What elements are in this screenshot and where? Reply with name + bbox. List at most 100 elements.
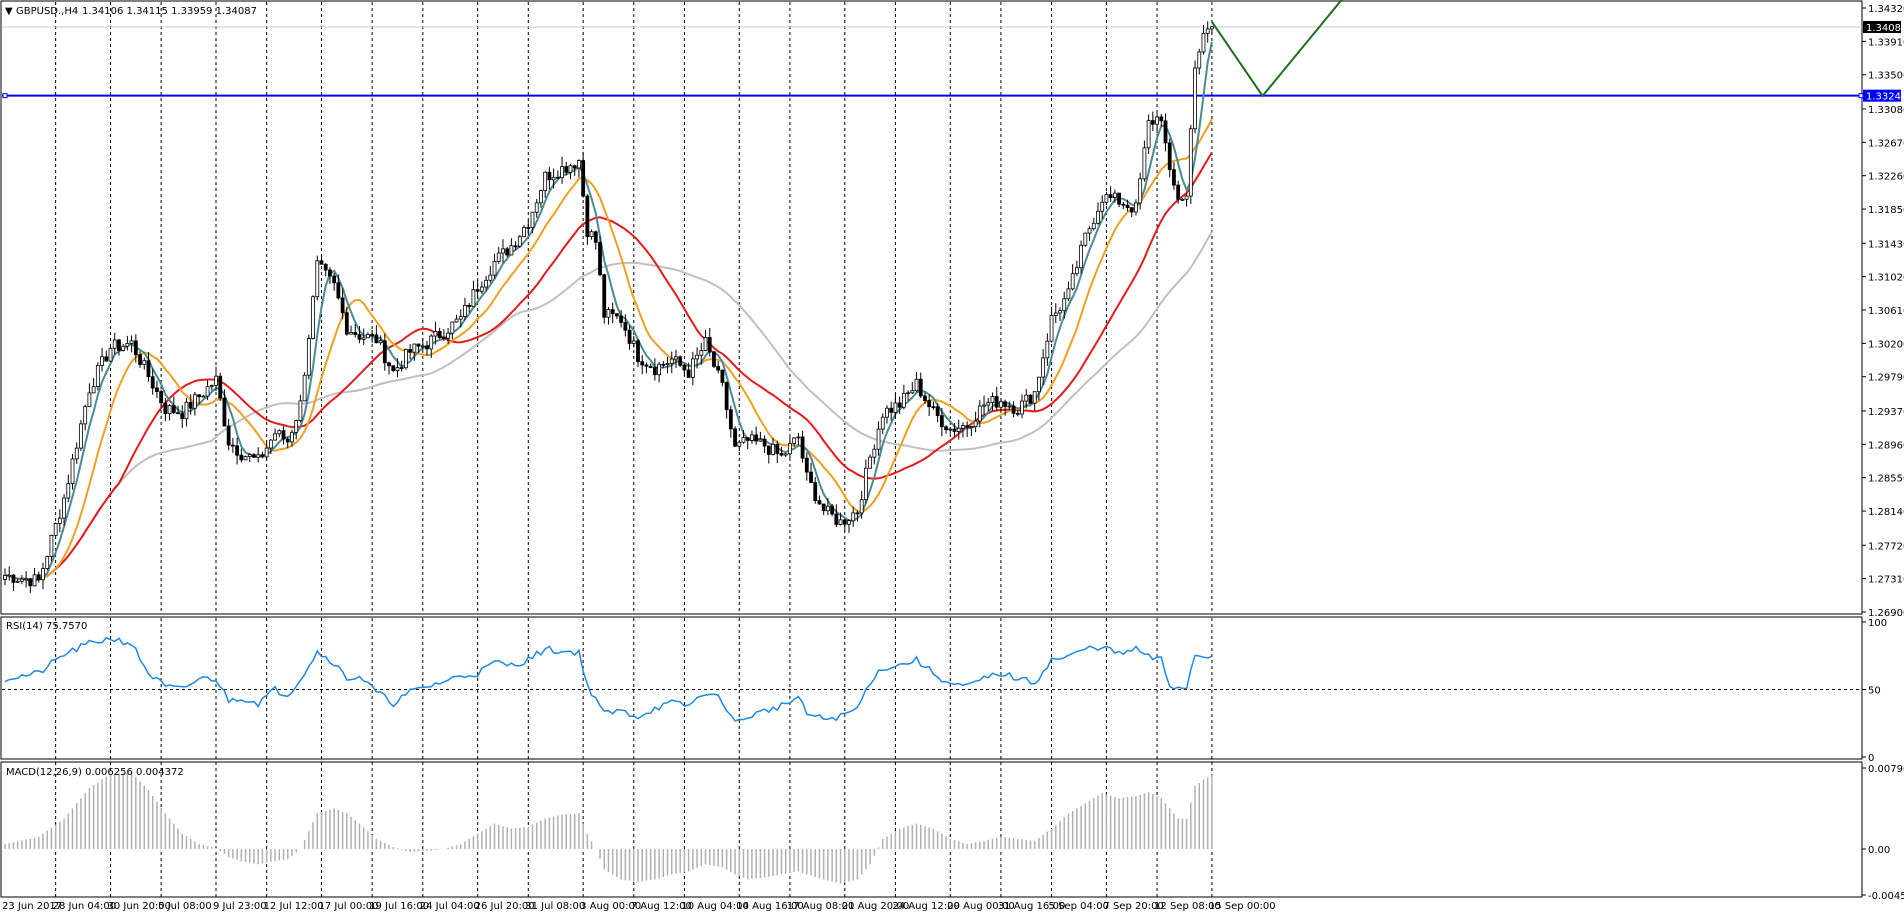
- candle-body: [813, 482, 818, 501]
- price-tick-label: 1.32670: [1868, 138, 1904, 149]
- candle-body: [758, 438, 763, 442]
- x-tick-label: 14 Aug 16:00: [736, 901, 803, 912]
- projection-line[interactable]: [1211, 0, 1347, 98]
- x-tick-label: 10 Aug 04:00: [681, 901, 748, 912]
- candle-body: [547, 171, 552, 181]
- horizontal-line-label-box: [1863, 89, 1901, 102]
- x-tick-label: 5 Sep 04:00: [1049, 901, 1109, 912]
- candle-body: [779, 453, 784, 456]
- candle-body: [1142, 147, 1147, 180]
- candle-body: [243, 456, 248, 461]
- candle-body: [1180, 198, 1185, 201]
- candle-body: [800, 436, 805, 459]
- candle-body: [534, 202, 539, 213]
- candle-body: [834, 513, 839, 525]
- price-tick-label: 1.27310: [1868, 575, 1904, 586]
- candle-body: [602, 274, 607, 318]
- candle-body: [1083, 232, 1088, 246]
- candle-body: [176, 412, 180, 415]
- candle-body: [674, 356, 678, 360]
- candle-body: [648, 365, 653, 369]
- chart-menu-arrow-icon[interactable]: ▼: [5, 6, 13, 17]
- candle-body: [1188, 128, 1193, 197]
- candle-body: [142, 360, 147, 365]
- candle-body: [79, 423, 83, 449]
- candle-body: [885, 407, 889, 418]
- candle-body: [1100, 201, 1105, 212]
- price-tick-label: 1.29370: [1868, 407, 1904, 418]
- candle-body: [395, 367, 400, 372]
- candle-body: [1117, 192, 1121, 205]
- candle-body: [923, 395, 927, 402]
- candle-body: [306, 338, 311, 376]
- candle-body: [344, 312, 349, 335]
- candle-body: [889, 407, 894, 413]
- ohlc-values: 1.34106 1.34115 1.33959 1.34087: [82, 6, 257, 17]
- candle-body: [479, 286, 484, 292]
- candle-body: [62, 497, 66, 519]
- macd-panel-frame: [0, 761, 1863, 898]
- candle-body: [100, 356, 104, 366]
- candle-body: [95, 365, 100, 387]
- candle-body: [1146, 120, 1151, 149]
- candle-body: [969, 426, 974, 429]
- candle-body: [370, 334, 375, 336]
- candle-body: [1205, 28, 1210, 34]
- candle-body: [458, 316, 463, 320]
- candle-body: [1134, 202, 1138, 213]
- candle-body: [488, 274, 493, 281]
- candle-body: [918, 378, 923, 397]
- candle-body: [522, 227, 526, 238]
- candle-body: [1125, 204, 1130, 209]
- price-tick-label: 1.33500: [1868, 71, 1904, 82]
- ma_medium-line: [4, 118, 1213, 581]
- candle-body: [167, 405, 172, 414]
- candle-body: [543, 171, 548, 192]
- candle-body: [1108, 194, 1113, 198]
- candle-body: [610, 309, 615, 315]
- candle-body: [117, 339, 121, 351]
- candle-body: [425, 345, 429, 350]
- candle-body: [872, 448, 877, 458]
- candle-body: [501, 248, 505, 254]
- candle-body: [1104, 194, 1109, 203]
- candle-body: [804, 457, 809, 473]
- candle-body: [1024, 394, 1029, 402]
- candle-body: [712, 351, 716, 367]
- candle-body: [19, 578, 24, 582]
- horizontal-line-handle[interactable]: [2, 93, 8, 99]
- candle-body: [121, 345, 126, 351]
- candle-body: [484, 279, 488, 288]
- candle-body: [948, 428, 953, 431]
- candle-body: [290, 431, 294, 443]
- price-tick-label: 1.28140: [1868, 507, 1904, 518]
- candle-body: [171, 405, 176, 414]
- price-tick-label: 1.32260: [1868, 172, 1904, 183]
- candle-body: [357, 334, 362, 340]
- current-price-label-box: [1863, 20, 1901, 33]
- x-tick-label: 17 Aug 08:00: [787, 901, 854, 912]
- horizontal-line-handle[interactable]: [1858, 93, 1864, 99]
- candle-body: [155, 387, 159, 392]
- candle-body: [935, 406, 940, 417]
- candle-body: [695, 354, 699, 360]
- candle-body: [1150, 120, 1155, 125]
- x-tick-label: 3 Aug 00:00: [580, 901, 641, 912]
- candle-body: [977, 405, 982, 422]
- candle-body: [285, 438, 290, 443]
- candle-body: [982, 404, 986, 407]
- candle-body: [1121, 203, 1126, 206]
- macd-histogram: [4, 772, 1213, 884]
- candle-body: [838, 519, 843, 525]
- candle-body: [640, 361, 645, 366]
- candle-body: [83, 406, 88, 425]
- candle-body: [944, 426, 948, 431]
- candle-body: [11, 574, 16, 583]
- x-tick-label: 7 Aug 12:00: [631, 901, 692, 912]
- x-tick-label: 31 Aug 16:00: [998, 901, 1065, 912]
- candle-body: [475, 289, 480, 292]
- candle-body: [809, 471, 813, 483]
- candle-body: [901, 392, 906, 408]
- candle-body: [399, 367, 404, 370]
- price-tick-label: 1.26900: [1868, 608, 1904, 619]
